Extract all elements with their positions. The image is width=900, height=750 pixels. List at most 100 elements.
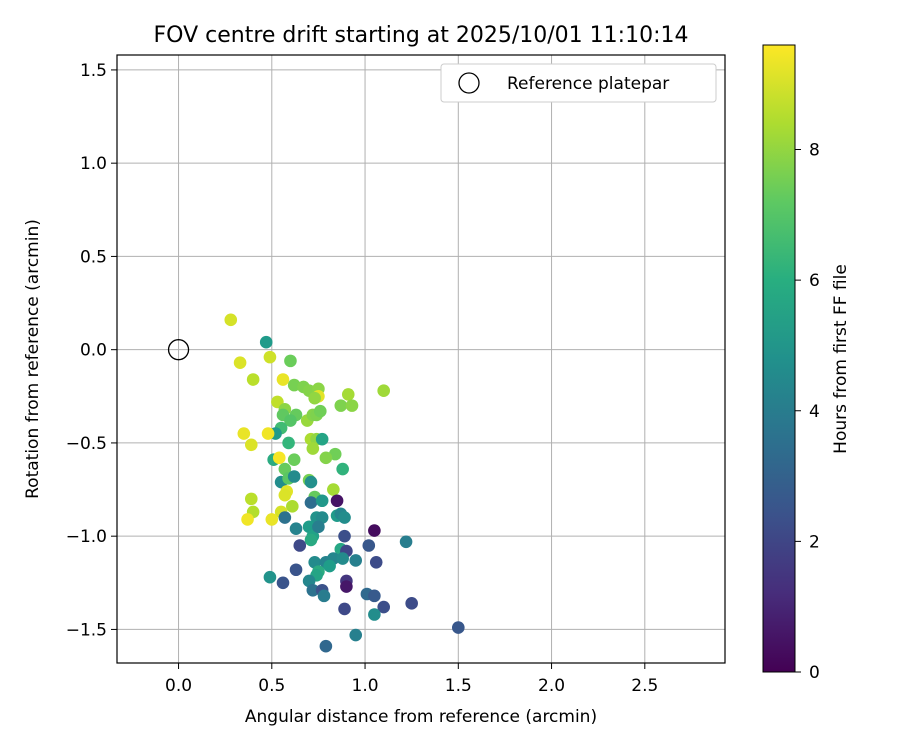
data-point [452,621,465,634]
data-point [345,399,359,412]
data-point [368,608,381,621]
x-tick-label: 0.0 [165,676,192,696]
legend-reference-marker [458,72,480,94]
data-point [286,500,299,513]
x-axis-ticks: 0.0 0.5 1.0 1.5 2.0 2.5 [165,663,658,696]
data-point [336,552,349,565]
data-point [293,539,307,552]
data-point [284,414,297,427]
data-point [327,483,340,496]
y-tick-label: −1.5 [66,620,107,640]
data-point [224,313,238,327]
data-point [338,511,351,524]
colorbar-tick-label: 4 [809,402,820,422]
y-axis-label: Rotation from reference (arcmin) [23,219,43,499]
data-point [244,492,258,506]
reference-marker [167,339,190,361]
data-point [304,533,318,547]
data-point [287,470,301,483]
y-axis-ticks: −1.5 −1.0 −0.5 0.0 0.5 1.0 1.5 [66,61,117,640]
data-point [259,335,273,349]
data-points [224,313,465,653]
grid [117,55,725,663]
data-point [312,520,325,534]
data-point [399,535,413,549]
data-point [272,451,286,465]
data-point [289,522,303,536]
x-tick-label: 1.0 [352,676,379,696]
data-point [377,384,390,398]
data-point [319,451,333,465]
data-point [338,529,351,543]
data-point [284,354,297,368]
data-point [349,628,363,642]
chart-title: FOV centre drift starting at 2025/10/01 … [154,23,689,48]
data-point [282,436,295,450]
legend-box [440,63,717,103]
x-tick-label: 2.0 [538,676,565,696]
y-tick-label: 1.0 [80,154,107,174]
data-point [276,576,290,590]
data-point [323,559,336,573]
data-point [336,462,349,476]
data-point [244,438,258,452]
data-point [263,570,277,584]
colorbar-tick-label: 0 [809,663,820,683]
legend: Reference platepar [440,63,717,103]
data-point [313,404,327,418]
reference-point [167,339,190,361]
data-point [368,589,381,603]
plot-frame [116,54,726,664]
data-point [304,475,318,489]
y-tick-label: 0.0 [80,341,107,361]
data-point [308,391,321,405]
data-point [334,399,348,412]
data-point [237,427,251,440]
data-point [304,496,318,509]
x-tick-label: 0.5 [258,676,285,696]
data-point [368,524,381,537]
data-point [306,442,320,455]
data-point [377,600,390,614]
data-point [246,373,260,386]
colorbar: 0 2 4 6 8 Hours from first FF file [762,44,851,683]
data-point [261,427,275,440]
data-point [263,350,277,364]
x-tick-label: 2.5 [631,676,658,696]
data-point [362,539,376,552]
data-point [278,488,292,502]
colorbar-label: Hours from first FF file [831,264,851,454]
y-tick-label: −0.5 [66,434,107,454]
data-point [341,388,355,401]
data-point [330,494,344,508]
y-tick-label: 0.5 [80,247,107,267]
data-point [338,602,351,616]
data-point [317,589,331,603]
colorbar-tick-label: 2 [809,532,820,552]
colorbar-ticks: 0 2 4 6 8 [795,141,820,683]
data-point [340,580,353,593]
y-tick-label: −1.0 [66,527,107,547]
colorbar-tick-label: 8 [809,141,820,161]
legend-reference-label: Reference platepar [507,74,669,94]
y-tick-label: 1.5 [80,61,107,81]
data-point [289,563,303,577]
data-point [306,583,320,597]
x-tick-label: 1.5 [445,676,472,696]
colorbar-gradient [762,44,796,673]
data-point [349,554,363,567]
data-point [278,511,292,524]
data-point [315,432,329,446]
data-point [319,639,333,653]
data-point [233,356,247,370]
data-point [315,494,329,508]
data-point [369,555,383,569]
data-point [265,513,279,526]
data-point [287,453,301,467]
x-axis-label: Angular distance from reference (arcmin) [245,707,597,727]
data-point [276,373,290,386]
colorbar-tick-label: 6 [809,271,820,291]
data-point [241,513,254,526]
data-point [287,378,301,392]
